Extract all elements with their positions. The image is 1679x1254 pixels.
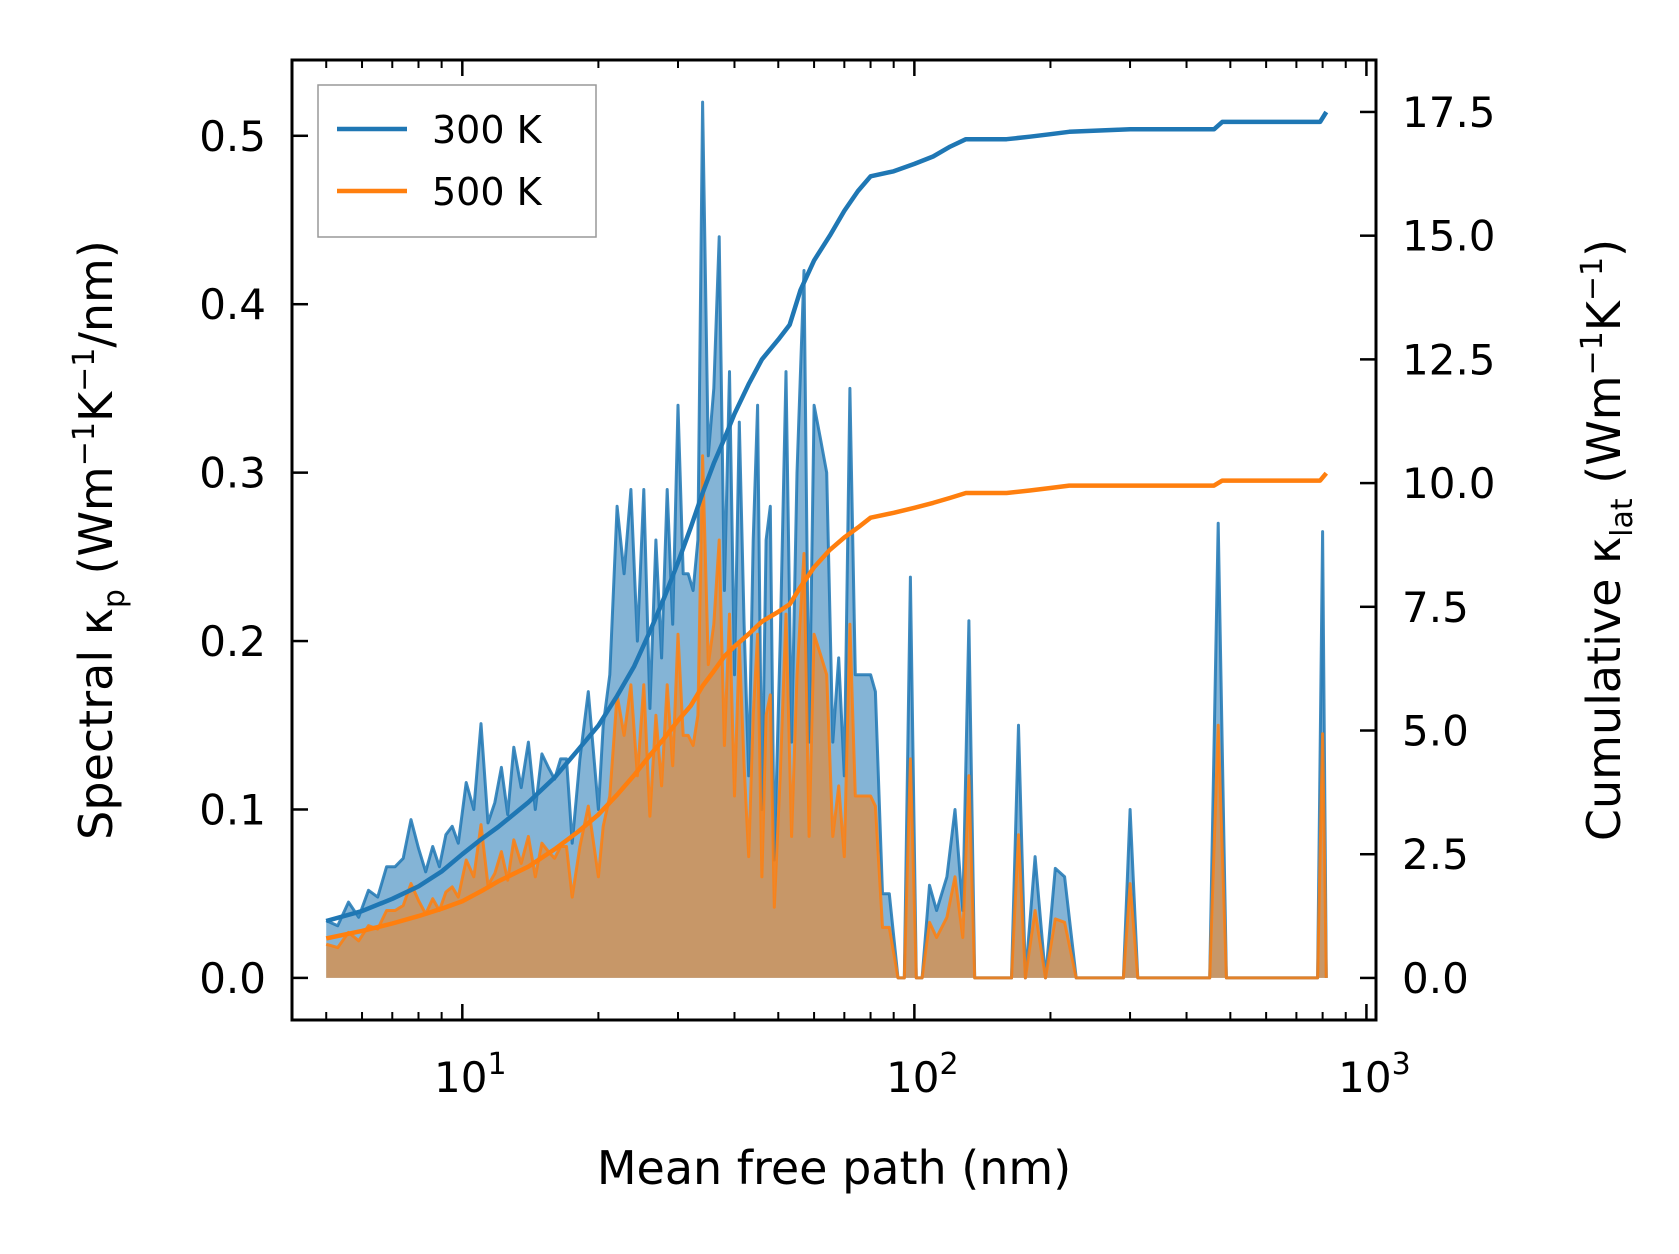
spectral-area-group (325, 100, 1328, 980)
legend-box (317, 84, 597, 238)
left-tick-label: 0.4 (199, 280, 266, 329)
spectral-line-300k (325, 100, 1328, 980)
x-axis-title: Mean free path (nm) (597, 1141, 1071, 1195)
cumulative-line-500k (325, 471, 1329, 941)
right-tick-label: 5.0 (1402, 707, 1469, 756)
spectral-area-500k (326, 455, 1327, 978)
left-axis-ticks: 0.0 0.1 0.2 0.3 0.4 0.5 (199, 112, 308, 1003)
right-tick-label: 15.0 (1402, 212, 1496, 261)
cumulative-line-group (325, 110, 1329, 941)
left-tick-label: 0.0 (199, 954, 266, 1003)
right-tick-label: 12.5 (1402, 335, 1496, 384)
right-tick-label: 0.0 (1402, 954, 1469, 1003)
legend: 300 K 500 K (317, 84, 597, 238)
x-axis-ticks: 101 102 103 (325, 60, 1411, 1102)
x-tick-label: 102 (886, 1047, 959, 1102)
left-tick-label: 0.5 (199, 112, 266, 161)
right-tick-label: 7.5 (1402, 583, 1469, 632)
x-tick-label: 103 (1338, 1047, 1411, 1102)
legend-label-300k: 300 K (432, 108, 543, 152)
x-tick-label: 101 (434, 1047, 507, 1102)
right-axis-ticks: 0.0 2.5 5.0 7.5 10.0 12.5 15.0 17.5 (1360, 88, 1496, 1003)
legend-label-500k: 500 K (432, 170, 543, 214)
left-tick-label: 0.3 (199, 449, 266, 498)
spectral-area-300k (326, 102, 1327, 978)
plot-frame (290, 58, 1378, 1022)
right-tick-label: 2.5 (1402, 830, 1469, 879)
left-tick-label: 0.2 (199, 617, 266, 666)
cumulative-line-300k (325, 110, 1329, 924)
left-axis-title: Spectral κp (Wm−1K−1/nm) (67, 240, 132, 840)
right-tick-label: 10.0 (1402, 459, 1496, 508)
right-tick-label: 17.5 (1402, 88, 1496, 137)
spectral-line-500k (325, 454, 1328, 980)
left-tick-label: 0.1 (199, 785, 266, 834)
right-axis-title: Cumulative κlat (Wm−1K−1) (1575, 239, 1640, 841)
